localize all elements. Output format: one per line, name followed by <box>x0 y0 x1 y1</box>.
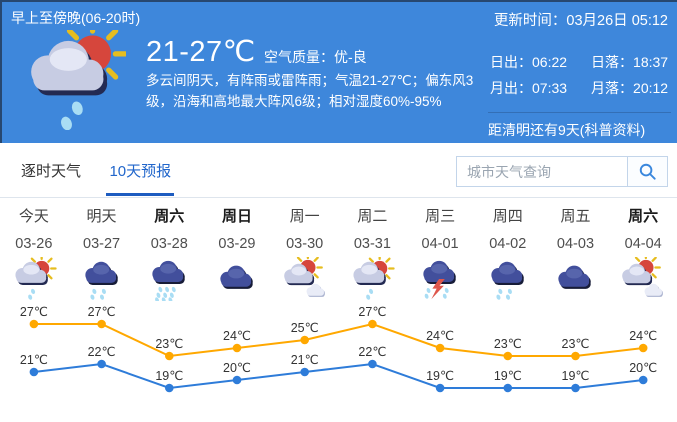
day-column[interactable]: 周六 04-04 <box>609 198 677 301</box>
air-quality: 空气质量：优-良 <box>264 49 367 65</box>
moon-times: 月出：07:33 月落：20:12 <box>490 78 668 98</box>
search-icon <box>639 163 656 180</box>
sun-shower-icon <box>31 30 126 130</box>
moonrise-time: 月出：07:33 <box>490 80 568 96</box>
weather-description: 多云间阴天，有阵雨或雷阵雨；气温21-27℃；偏东风3级，沿海和高地最大阵风6级… <box>146 73 474 109</box>
day-column[interactable]: 周三 04-01 <box>406 198 474 301</box>
forecast-days: 今天 03-26 明天 03-27 周六 03-28 周日 03-29 周一 0… <box>0 198 677 301</box>
svg-text:24℃: 24℃ <box>629 329 657 343</box>
heavy-rain-icon <box>152 260 185 301</box>
day-column[interactable]: 周五 04-03 <box>542 198 610 301</box>
svg-text:19℃: 19℃ <box>562 369 590 383</box>
day-name: 今天 <box>18 208 49 225</box>
svg-text:27℃: 27℃ <box>88 305 116 319</box>
rain-icon <box>491 261 524 300</box>
day-date: 03-29 <box>218 236 256 252</box>
svg-text:27℃: 27℃ <box>358 305 386 319</box>
search-button[interactable] <box>627 156 668 187</box>
temperature-range: 21-27℃ <box>146 36 256 68</box>
sunrise-time: 日出：06:22 <box>490 54 568 70</box>
day-name: 明天 <box>86 208 117 225</box>
tab-10day-forecast[interactable]: 10天预报 <box>106 143 175 196</box>
day-date: 04-03 <box>556 236 595 252</box>
day-name: 周日 <box>221 208 252 225</box>
svg-text:23℃: 23℃ <box>562 337 590 351</box>
svg-text:27℃: 27℃ <box>20 305 48 319</box>
day-date: 03-27 <box>83 236 121 252</box>
partly-cloudy-icon <box>283 257 325 297</box>
day-name: 周二 <box>357 208 388 225</box>
sun-shower-icon <box>353 257 396 300</box>
period-label: 早上至傍晚(06-20时) <box>11 10 141 26</box>
day-date: 04-01 <box>421 236 459 252</box>
svg-text:20℃: 20℃ <box>223 361 251 375</box>
day-name: 周六 <box>154 208 185 225</box>
day-date: 04-04 <box>624 236 662 252</box>
day-date: 04-02 <box>489 236 527 252</box>
sunset-time: 日落：18:37 <box>591 54 669 70</box>
search-input[interactable] <box>456 156 627 187</box>
svg-text:25℃: 25℃ <box>291 321 319 335</box>
sun-shower-icon <box>15 257 57 300</box>
day-date: 03-26 <box>15 236 53 252</box>
svg-text:24℃: 24℃ <box>426 329 454 343</box>
moonset-time: 月落：20:12 <box>591 80 669 96</box>
day-column[interactable]: 周日 03-29 <box>203 198 271 301</box>
tab-hourly-weather[interactable]: 逐时天气 <box>21 163 82 180</box>
day-name: 周四 <box>492 208 523 225</box>
day-column[interactable]: 周二 03-31 <box>339 198 407 301</box>
header-divider <box>488 112 671 113</box>
day-name: 周三 <box>425 208 456 225</box>
cloudy-icon <box>220 265 253 289</box>
tab-bar: 逐时天气 10天预报 <box>0 143 677 198</box>
svg-text:24℃: 24℃ <box>223 329 251 343</box>
partly-cloudy-icon <box>622 257 664 297</box>
update-time: 更新时间：03月26日 05:12 <box>493 13 668 29</box>
day-column[interactable]: 明天 03-27 <box>68 198 136 301</box>
qingming-countdown-link[interactable]: 距清明还有9天(科普资料) <box>488 122 646 138</box>
thunder-shower-icon <box>423 260 456 300</box>
day-column[interactable]: 周四 04-02 <box>474 198 542 301</box>
day-name: 周五 <box>560 208 591 225</box>
svg-text:20℃: 20℃ <box>629 361 657 375</box>
svg-text:23℃: 23℃ <box>155 337 183 351</box>
day-name: 周一 <box>289 208 320 225</box>
svg-text:19℃: 19℃ <box>426 369 454 383</box>
header: 早上至傍晚(06-20时) 21-27℃ 空气质量：优-良 多云间阴天，有阵雨或… <box>0 0 677 143</box>
day-date: 03-30 <box>286 236 324 252</box>
day-column[interactable]: 周一 03-30 <box>271 198 339 301</box>
svg-text:22℃: 22℃ <box>358 345 386 359</box>
svg-text:21℃: 21℃ <box>291 353 319 367</box>
day-name: 周六 <box>628 208 659 225</box>
search-box <box>456 156 668 187</box>
day-column[interactable]: 周六 03-28 <box>135 198 203 301</box>
day-column[interactable]: 今天 03-26 <box>0 198 68 301</box>
day-date: 03-31 <box>353 236 391 252</box>
day-date: 03-28 <box>150 236 188 252</box>
svg-text:19℃: 19℃ <box>155 369 183 383</box>
svg-text:19℃: 19℃ <box>494 369 522 383</box>
rain-icon <box>84 261 118 300</box>
svg-text:21℃: 21℃ <box>20 353 48 367</box>
svg-text:22℃: 22℃ <box>88 345 116 359</box>
sun-times: 日出：06:22 日落：18:37 <box>490 52 668 72</box>
temp-chart: 27℃ 27℃ 23℃ 24℃ 25℃ 27℃ 24℃ 23℃ 23℃ 24℃ 21℃ 22℃ 19℃ 2… <box>20 305 657 393</box>
cloudy-icon <box>558 265 592 289</box>
svg-text:23℃: 23℃ <box>494 337 522 351</box>
